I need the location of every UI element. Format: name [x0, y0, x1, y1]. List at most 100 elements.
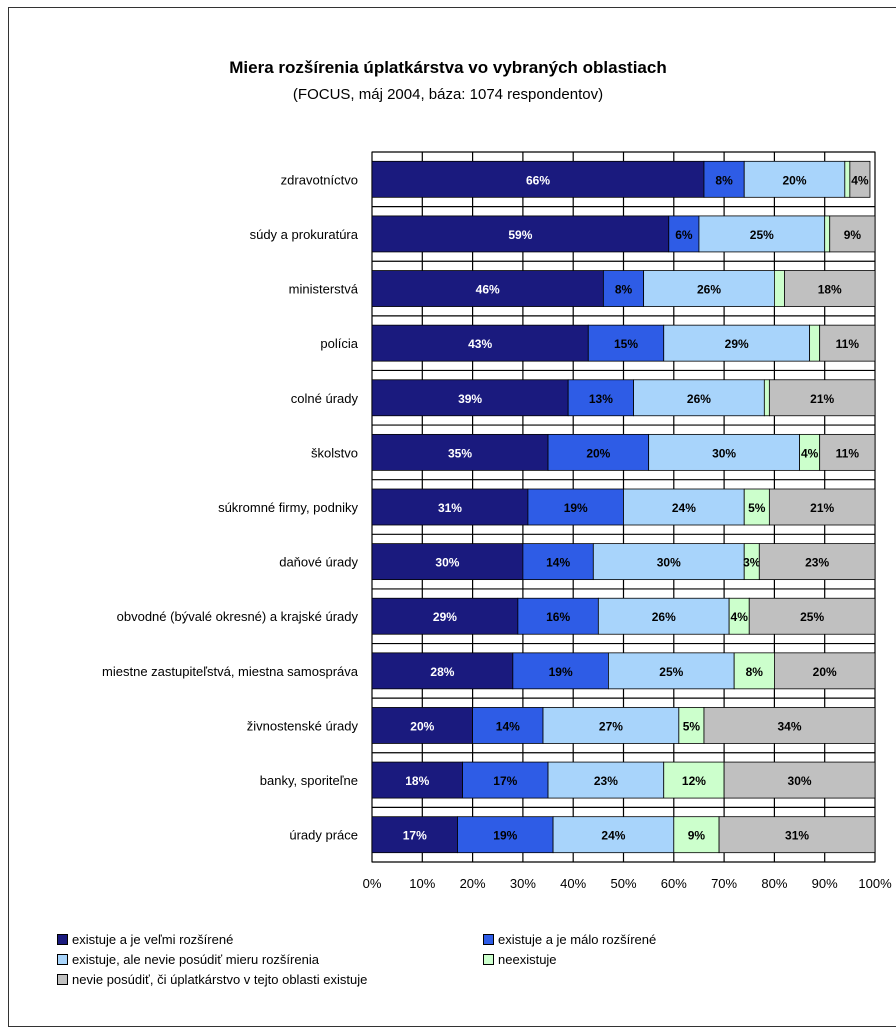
data-label: 46%	[476, 283, 500, 297]
chart-title: Miera rozšírenia úplatkárstva vo vybraný…	[229, 58, 667, 77]
data-label: 8%	[746, 665, 764, 679]
data-label: 28%	[430, 665, 454, 679]
x-tick-label: 10%	[409, 876, 435, 891]
bar-segment	[758, 543, 876, 581]
bar-segment	[371, 379, 569, 417]
bar-segment	[663, 761, 725, 799]
bar-segment	[824, 215, 831, 253]
bar-segment	[774, 270, 785, 307]
bar-segment	[678, 707, 705, 744]
data-label: 26%	[697, 283, 721, 297]
data-label: 14%	[546, 556, 570, 570]
bar-segment	[748, 597, 876, 635]
x-tick-label: 30%	[510, 876, 536, 891]
data-label: 4%	[801, 446, 819, 460]
data-label: 25%	[750, 228, 774, 242]
data-label: 17%	[403, 829, 427, 843]
data-label: 19%	[564, 501, 588, 515]
data-label: 23%	[594, 774, 618, 788]
data-label: 5%	[748, 501, 766, 515]
data-label: 26%	[652, 610, 676, 624]
data-label: 11%	[836, 337, 860, 351]
bar-segment	[723, 761, 876, 799]
chart-subtitle: (FOCUS, máj 2004, báza: 1074 respondento…	[292, 86, 604, 103]
bar-segment	[718, 816, 876, 854]
data-label: 30%	[788, 774, 812, 788]
bar-segment	[512, 652, 609, 690]
bar-segment	[522, 543, 594, 581]
bar-segment	[587, 324, 665, 362]
bar-segment	[648, 433, 800, 471]
bar-segment	[371, 270, 604, 307]
data-label: 30%	[712, 446, 736, 460]
bar-segment	[643, 270, 775, 307]
data-label: 11%	[836, 446, 860, 460]
bar-segment	[849, 160, 871, 198]
data-label: 19%	[549, 665, 573, 679]
bar-segment	[592, 543, 745, 581]
bar-segment	[633, 379, 765, 417]
data-label: 4%	[731, 610, 749, 624]
data-label: 21%	[810, 501, 834, 515]
data-label: 23%	[805, 556, 829, 570]
bar-segment	[371, 324, 589, 362]
data-label: 15%	[614, 337, 638, 351]
category-label: úrady práce	[289, 828, 358, 843]
data-label: 19%	[493, 829, 517, 843]
category-label: ministerstvá	[289, 282, 359, 297]
data-label: 3%	[743, 556, 761, 570]
bar-segment	[371, 215, 670, 253]
bar-segment	[472, 707, 544, 744]
bar-segment	[457, 816, 554, 854]
data-label: 31%	[438, 501, 462, 515]
bar-segment	[602, 270, 645, 307]
data-label: 20%	[410, 719, 434, 733]
data-label: 39%	[458, 392, 482, 406]
bar-segment	[663, 324, 811, 362]
data-label: 29%	[725, 337, 749, 351]
data-label: 66%	[526, 173, 550, 187]
data-label: 12%	[682, 774, 706, 788]
bar-segment	[517, 597, 599, 635]
category-label: zdravotníctvo	[281, 172, 358, 187]
data-label: 9%	[688, 829, 706, 843]
data-label: 25%	[800, 610, 824, 624]
bar-segment	[462, 761, 549, 799]
category-label: banky, sporiteľne	[260, 773, 358, 788]
x-tick-label: 40%	[560, 876, 586, 891]
bar-segment	[703, 160, 745, 198]
bar-segment	[542, 707, 680, 744]
data-label: 25%	[659, 665, 683, 679]
bar-segment	[547, 761, 665, 799]
data-label: 27%	[599, 719, 623, 733]
bar-segment	[768, 488, 876, 526]
data-label: 14%	[496, 719, 520, 733]
data-label: 31%	[785, 829, 809, 843]
x-tick-label: 80%	[761, 876, 787, 891]
bar-segment	[698, 215, 826, 253]
data-label: 30%	[657, 556, 681, 570]
x-tick-label: 100%	[858, 876, 892, 891]
data-label: 59%	[508, 228, 532, 242]
data-label: 17%	[493, 774, 517, 788]
category-label: polícia	[320, 336, 358, 351]
bar-segment	[371, 761, 463, 799]
category-label: súdy a prokuratúra	[250, 227, 359, 242]
data-label: 6%	[675, 228, 693, 242]
bar-segment	[371, 488, 529, 526]
category-label: obvodné (bývalé okresné) a krajské úrady	[117, 609, 359, 624]
x-tick-label: 20%	[460, 876, 486, 891]
data-label: 30%	[435, 556, 459, 570]
bar-segment	[743, 488, 770, 526]
category-label: daňové úrady	[279, 555, 358, 570]
data-label: 24%	[601, 829, 625, 843]
bar-segment	[784, 270, 876, 307]
x-tick-label: 70%	[711, 876, 737, 891]
data-label: 18%	[818, 283, 842, 297]
bar-segment	[673, 816, 720, 854]
x-tick-label: 50%	[610, 876, 636, 891]
category-label: miestne zastupiteľstvá, miestna samosprá…	[102, 664, 359, 679]
data-label: 9%	[844, 228, 862, 242]
data-label: 16%	[546, 610, 570, 624]
